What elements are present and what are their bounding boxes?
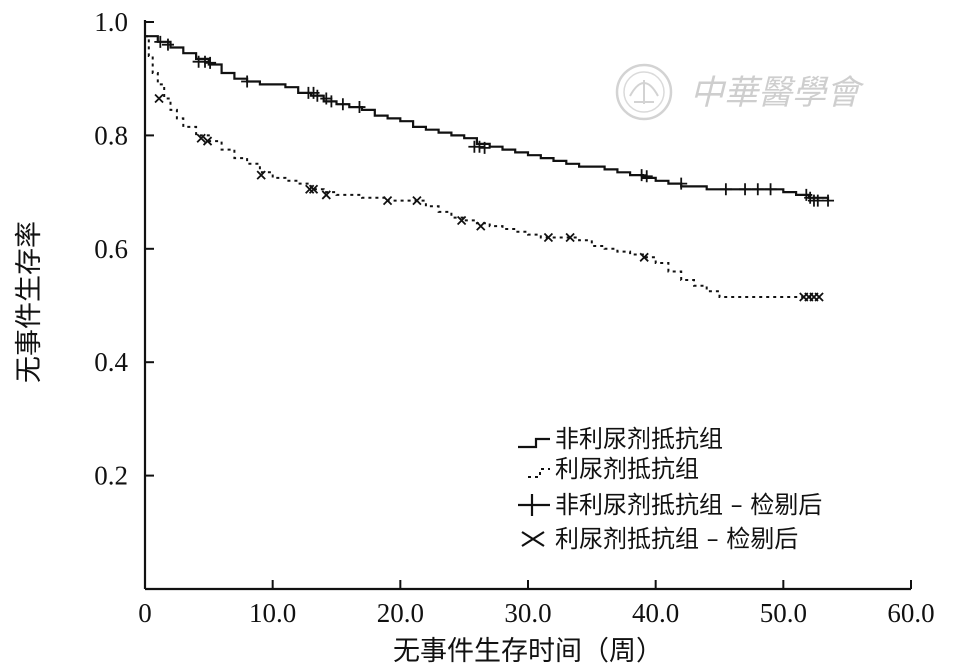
censor-cross-mark bbox=[543, 232, 554, 243]
censor-plus-mark bbox=[199, 55, 212, 68]
censor-plus-mark bbox=[311, 89, 324, 102]
legend-label: 利尿剂抵抗组 – 检剔后 bbox=[555, 525, 798, 553]
y-ticks: 0.2 0.4 0.6 0.8 1.0 bbox=[94, 7, 154, 491]
x-tick-label: 50.0 bbox=[760, 598, 807, 628]
censor-plus-mark bbox=[154, 35, 167, 48]
censor-cross-mark bbox=[382, 195, 393, 206]
legend-item-series-1: 非利尿剂抵抗组 bbox=[518, 425, 723, 453]
watermark-seal-icon bbox=[615, 63, 673, 121]
censor-layer bbox=[154, 35, 835, 302]
legend-label: 非利尿剂抵抗组 bbox=[555, 425, 723, 453]
censor-plus-mark bbox=[640, 170, 653, 183]
censor-cross-mark bbox=[814, 292, 824, 302]
y-tick-label: 0.2 bbox=[94, 461, 128, 491]
censor-plus-mark bbox=[719, 183, 732, 196]
x-tick-label: 40.0 bbox=[632, 598, 679, 628]
censor-cross-mark bbox=[256, 170, 266, 180]
legend-item-censor-plus: 非利尿剂抵抗组 – 检剔后 bbox=[518, 491, 822, 519]
legend-item-series-2: 利尿剂抵抗组 bbox=[528, 455, 699, 483]
censor-plus-mark bbox=[751, 183, 764, 196]
x-tick-label: 30.0 bbox=[504, 598, 551, 628]
censor-plus-mark bbox=[473, 140, 486, 153]
y-tick-label: 0.6 bbox=[94, 234, 128, 264]
censor-cross-mark bbox=[321, 190, 331, 200]
censor-cross-mark bbox=[412, 195, 422, 206]
censor-plus-mark bbox=[822, 194, 835, 207]
censor-cross-mark bbox=[202, 136, 213, 146]
legend-symbol-plus bbox=[518, 494, 550, 516]
censor-plus-mark bbox=[325, 95, 338, 108]
censor-plus-mark bbox=[478, 141, 491, 154]
censor-plus-mark bbox=[635, 169, 648, 182]
watermark: 中華醫學會 bbox=[615, 63, 865, 121]
y-tick-label: 0.8 bbox=[94, 120, 128, 150]
series-line-1 bbox=[145, 35, 830, 201]
x-ticks: 0 10.0 20.0 30.0 40.0 50.0 60.0 bbox=[138, 580, 935, 628]
y-axis-title: 无事件生存率 bbox=[14, 221, 45, 383]
legend-item-censor-cross: 利尿剂抵抗组 – 检剔后 bbox=[521, 525, 798, 553]
censor-cross-mark bbox=[476, 221, 486, 231]
censor-cross-mark bbox=[565, 232, 575, 243]
censor-plus-mark bbox=[241, 75, 254, 88]
legend-symbol-dotted-step bbox=[528, 468, 550, 478]
legend-label: 利尿剂抵抗组 bbox=[555, 455, 699, 483]
legend-label: 非利尿剂抵抗组 – 检剔后 bbox=[555, 491, 822, 519]
x-tick-label: 10.0 bbox=[249, 598, 296, 628]
censor-plus-mark bbox=[353, 101, 366, 114]
censor-plus-mark bbox=[739, 183, 752, 196]
censor-plus-mark bbox=[811, 194, 824, 207]
y-tick-label: 0.4 bbox=[94, 347, 128, 377]
y-tick-label: 1.0 bbox=[94, 7, 128, 37]
x-tick-label: 0 bbox=[138, 598, 152, 628]
censor-plus-mark bbox=[161, 38, 174, 51]
censor-cross-mark bbox=[639, 252, 649, 262]
censor-cross-mark bbox=[196, 133, 206, 143]
censor-plus-mark bbox=[764, 183, 777, 196]
legend-symbol-solid-step bbox=[518, 437, 550, 449]
censor-cross-mark bbox=[305, 184, 315, 194]
censor-cross-mark bbox=[154, 93, 164, 104]
censor-cross-mark bbox=[308, 184, 319, 194]
legend-symbol-cross bbox=[521, 531, 545, 547]
censor-plus-mark bbox=[320, 92, 333, 105]
x-tick-label: 20.0 bbox=[377, 598, 424, 628]
censor-plus-mark bbox=[336, 98, 349, 111]
x-tick-label: 60.0 bbox=[887, 598, 934, 628]
watermark-text: 中華醫學會 bbox=[690, 73, 865, 113]
censor-cross-mark bbox=[456, 215, 467, 226]
censor-plus-mark bbox=[204, 56, 217, 69]
censor-plus-mark bbox=[675, 177, 688, 190]
x-axis-title: 无事件生存时间（周） bbox=[393, 636, 663, 667]
legend: 非利尿剂抵抗组 利尿剂抵抗组 非利尿剂抵抗组 – 检剔后 利尿剂抵抗组 – 检剔… bbox=[518, 425, 822, 553]
